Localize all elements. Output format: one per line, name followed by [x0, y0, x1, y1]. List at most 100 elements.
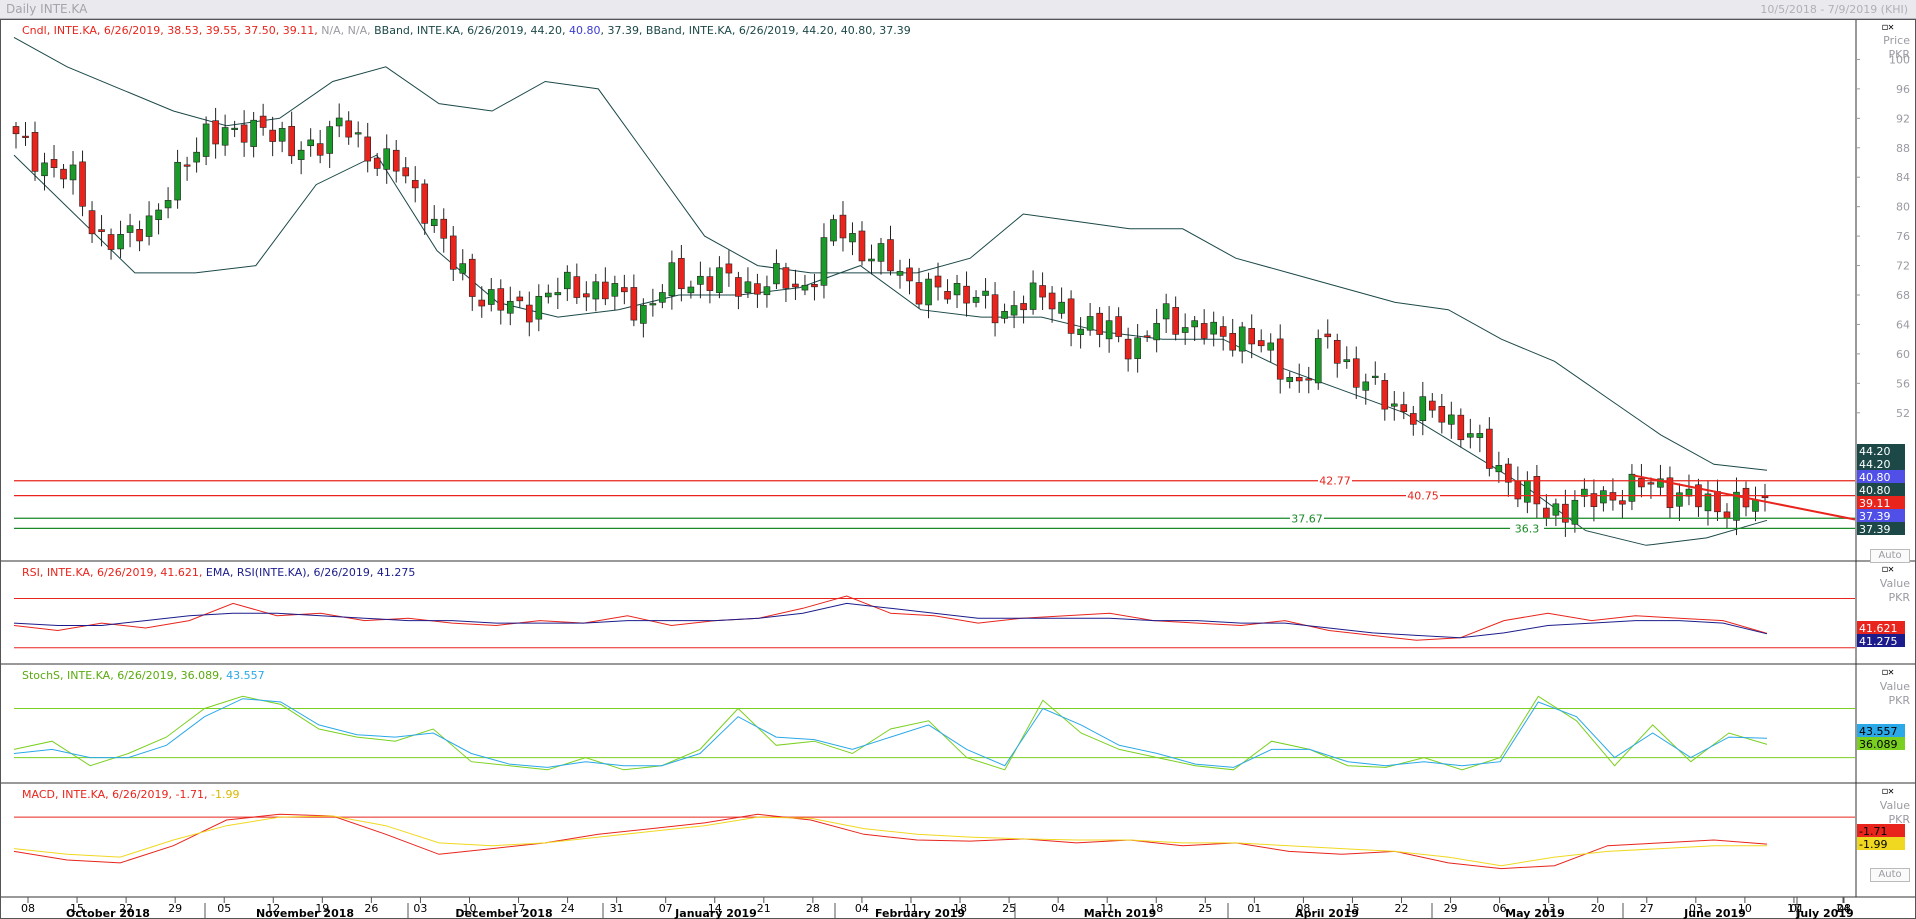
- rsi-axis-header: Value PKR: [1879, 577, 1910, 604]
- macd-auto-button[interactable]: Auto: [1870, 868, 1910, 882]
- macd-axis-header: Value PKR: [1879, 799, 1910, 826]
- candle-up: [383, 148, 391, 170]
- x-day-label: 08: [21, 902, 35, 915]
- price-label-bg: [1857, 509, 1905, 522]
- candle-down: [1115, 316, 1122, 337]
- candle-up: [1029, 282, 1037, 310]
- x-month-label: December 2018: [455, 907, 552, 919]
- candle-up: [164, 200, 172, 209]
- candle-up: [430, 218, 438, 227]
- rsi-value-bg: [1857, 634, 1905, 647]
- candle-down: [1324, 333, 1332, 338]
- candle-up: [487, 289, 495, 305]
- x-month-label: July 2019: [1795, 907, 1853, 919]
- price-auto-button[interactable]: Auto: [1870, 549, 1910, 563]
- candle-down: [1486, 428, 1493, 469]
- candle-up: [535, 295, 543, 320]
- bband-lower: [13, 154, 1768, 546]
- candle-down: [516, 296, 524, 302]
- x-day-label: 24: [561, 902, 575, 915]
- x-day-label: 28: [806, 902, 820, 915]
- level-label-bg: [1318, 474, 1352, 487]
- candle-up: [1571, 499, 1579, 525]
- candle-up: [1704, 493, 1712, 512]
- candle-up: [1010, 305, 1018, 316]
- candle-up: [545, 292, 552, 298]
- candle-up: [278, 128, 286, 142]
- stoch-value: 36.089: [1859, 738, 1898, 751]
- price-label: 40.80: [1859, 484, 1891, 497]
- candle-down: [50, 159, 58, 168]
- candle-down: [583, 293, 590, 298]
- x-day-label: 26: [364, 902, 378, 915]
- price-label-bg: [1857, 496, 1905, 509]
- candle-up: [564, 271, 571, 290]
- candle-up: [69, 164, 77, 181]
- candle-up: [611, 283, 619, 297]
- candle-down: [1381, 380, 1389, 410]
- price-label: 44.20: [1859, 458, 1891, 471]
- window-border: [0, 19, 1916, 919]
- candle-up: [1524, 480, 1531, 503]
- stoch-legend-part: 43.557: [222, 669, 265, 682]
- candle-up: [820, 237, 828, 286]
- rsi-value: 41.275: [1859, 635, 1898, 648]
- price-label-bg: [1857, 483, 1905, 496]
- candle-down: [991, 294, 999, 324]
- candle-up: [687, 286, 695, 294]
- x-day-label: 15: [70, 902, 84, 915]
- x-day-label: 03: [1689, 902, 1703, 915]
- rsi-legend-part: RSI, INTE.KA, 6/26/2019, 41.621,: [22, 566, 203, 579]
- candle-up: [174, 161, 181, 201]
- candle-up: [1191, 320, 1198, 328]
- stoch-panel-controls-icon[interactable]: ◻✕: [1882, 667, 1895, 678]
- x-month-label: February 2019: [875, 907, 965, 919]
- price-label: 40.80: [1859, 471, 1891, 484]
- candle-up: [155, 209, 162, 220]
- candle-down: [1429, 400, 1436, 411]
- price-label: 39.11: [1859, 497, 1891, 510]
- rsi-panel-controls-icon[interactable]: ◻✕: [1882, 564, 1895, 575]
- price-legend-part: , 37.39,: [600, 24, 643, 37]
- price-legend-part: BBand, INTE.KA, 6/26/2019, 44.20,: [370, 24, 569, 37]
- candle-up: [335, 117, 343, 127]
- x-day-label: 03: [413, 902, 427, 915]
- candle-up: [1153, 323, 1160, 341]
- candle-down: [1276, 338, 1284, 380]
- candle-down: [1257, 340, 1265, 347]
- candle-up: [326, 126, 333, 154]
- candle-up: [307, 139, 314, 147]
- x-day-label: 04: [855, 902, 869, 915]
- price-tick-label: 96: [1896, 83, 1910, 96]
- candle-down: [725, 263, 733, 274]
- candle-down: [906, 267, 913, 282]
- candle-down: [1666, 477, 1674, 509]
- candle-down: [735, 277, 742, 297]
- price-panel-controls-icon[interactable]: ◻✕: [1882, 22, 1895, 33]
- candle-up: [1495, 465, 1503, 473]
- price-label-bg: [1857, 522, 1905, 535]
- price-tick-label: 92: [1896, 112, 1910, 125]
- stoch-value: 43.557: [1859, 725, 1898, 738]
- candle-down: [1048, 292, 1056, 310]
- candle-down: [88, 210, 96, 235]
- macd-value-bg: [1857, 837, 1905, 850]
- x-day-label: 18: [1149, 902, 1163, 915]
- macd-panel-controls-icon[interactable]: ◻✕: [1882, 786, 1895, 797]
- candle-up: [1552, 503, 1560, 516]
- candle-up: [849, 233, 856, 243]
- price-tick-label: 88: [1896, 142, 1910, 155]
- candle-up: [1086, 316, 1094, 331]
- candle-up: [763, 286, 771, 296]
- price-tick-label: 64: [1896, 318, 1910, 331]
- candle-up: [145, 215, 153, 237]
- candle-down: [1143, 335, 1151, 338]
- candle-down: [754, 283, 761, 295]
- price-tick-label: 60: [1896, 348, 1910, 361]
- x-day-label: 05: [217, 902, 231, 915]
- price-tick-label: 100: [1889, 53, 1910, 66]
- candle-up: [1134, 337, 1141, 359]
- x-day-label: 08: [1296, 902, 1310, 915]
